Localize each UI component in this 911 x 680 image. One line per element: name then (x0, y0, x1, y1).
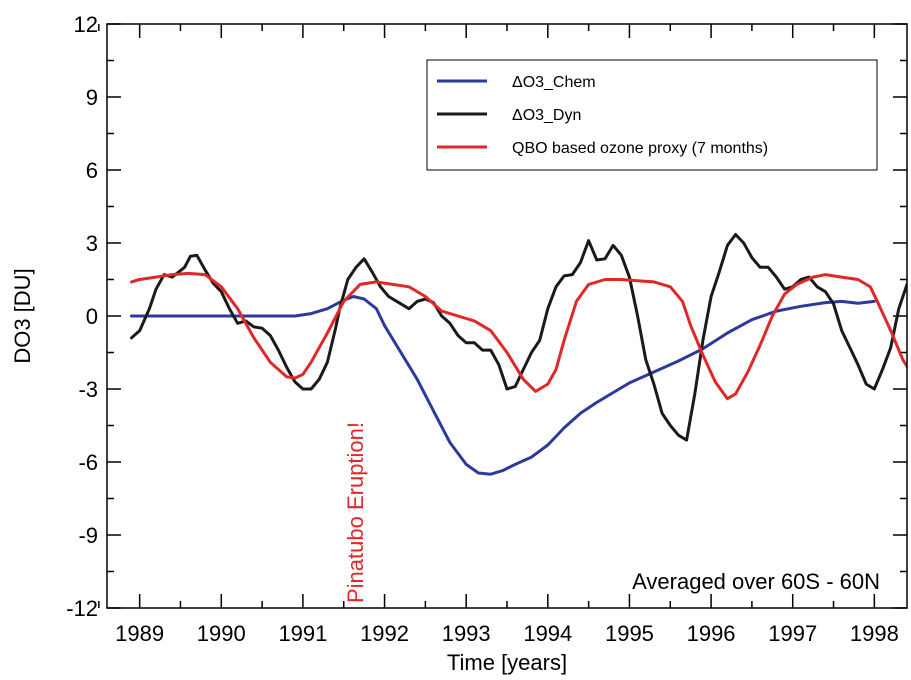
legend-label-chem: ΔO3_Chem (512, 74, 596, 91)
axis-ticks (98, 23, 907, 609)
y-tick-label: -9 (78, 523, 98, 548)
y-tick-label: 9 (86, 85, 98, 110)
y-tick-label: 3 (86, 231, 98, 256)
x-tick-label: 1995 (605, 621, 654, 646)
legend-box (426, 59, 878, 171)
series-line-chem (130, 295, 876, 476)
y-tick-label: 0 (86, 304, 98, 329)
x-tick-label: 1996 (687, 621, 736, 646)
x-tick-label: 1991 (278, 621, 327, 646)
tick-labels: 1989 1990 1991 1992 1993 1994 1995 1996 1997 1998… (66, 12, 899, 646)
legend-label-qbo: QBO based ozone proxy (7 months) (512, 140, 768, 157)
y-tick-label: -3 (78, 377, 98, 402)
legend-label-dyn: ΔO3_Dyn (512, 107, 581, 124)
series-layer (130, 233, 907, 476)
x-tick-label: 1998 (850, 621, 899, 646)
x-axis-label: Time [years] (447, 650, 567, 675)
x-tick-label: 1989 (115, 621, 164, 646)
x-tick-label: 1993 (442, 621, 491, 646)
annotation-pinatubo: Pinatubo Eruption! (343, 422, 368, 603)
y-tick-label: 12 (74, 12, 98, 37)
y-axis-label: DO3 [DU] (10, 268, 35, 363)
annotation-averaged: Averaged over 60S - 60N (632, 569, 880, 594)
series-line-dyn (130, 233, 907, 442)
x-tick-label: 1990 (197, 621, 246, 646)
x-tick-label: 1992 (360, 621, 409, 646)
legend: ΔO3_Chem ΔO3_Dyn QBO based ozone proxy (… (426, 59, 878, 171)
series-line-qbo (130, 271, 907, 401)
y-tick-label: 6 (86, 158, 98, 183)
x-tick-label: 1994 (523, 621, 572, 646)
y-tick-label: -6 (78, 450, 98, 475)
x-tick-label: 1997 (768, 621, 817, 646)
plot-frame (106, 23, 908, 609)
y-tick-label: -12 (66, 596, 98, 621)
